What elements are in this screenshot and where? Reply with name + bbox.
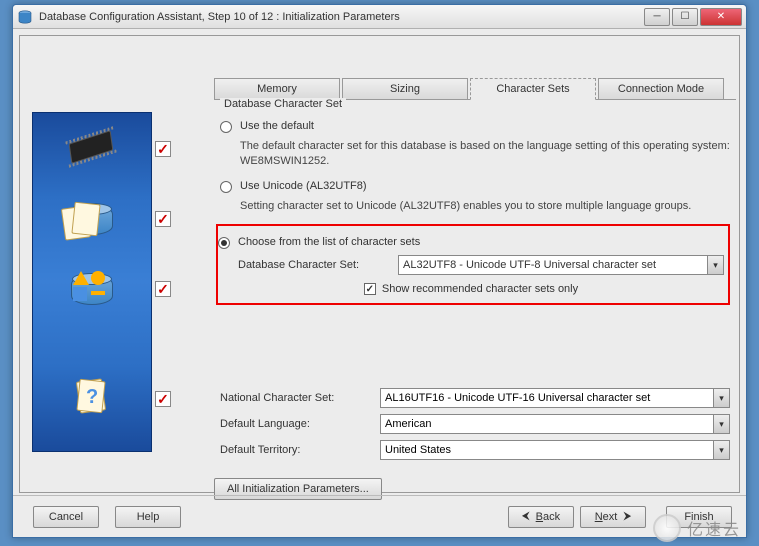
national-charset-label: National Character Set:: [220, 392, 380, 404]
side-step-storage: [33, 183, 151, 253]
app-icon: [17, 9, 33, 25]
wizard-footer: Cancel Help ⮜Back Next⮞ FFinish: [13, 495, 746, 537]
side-step-help: ?: [33, 363, 151, 433]
option-default[interactable]: Use the default: [220, 120, 730, 133]
chevron-down-icon[interactable]: [713, 441, 729, 459]
dbca-window: Database Configuration Assistant, Step 1…: [12, 4, 747, 538]
radio-choose[interactable]: [218, 237, 230, 249]
check-icon: [155, 141, 171, 157]
wizard-frame: ? Memory Sizing Character Sets Connectio…: [19, 35, 740, 493]
secondary-settings: National Character Set: AL16UTF16 - Unic…: [220, 382, 730, 466]
charset-panel: Use the default The default character se…: [220, 114, 730, 305]
option-unicode-desc: Setting character set to Unicode (AL32UT…: [240, 199, 730, 214]
radio-default[interactable]: [220, 121, 232, 133]
check-icon: [155, 391, 171, 407]
option-default-desc: The default character set for this datab…: [240, 139, 730, 170]
default-language-value: American: [385, 418, 431, 430]
option-unicode-label: Use Unicode (AL32UTF8): [240, 180, 730, 192]
side-step-options: [33, 253, 151, 323]
check-icon: [155, 281, 171, 297]
check-icon: [155, 211, 171, 227]
cancel-button[interactable]: Cancel: [33, 506, 99, 528]
option-choose-label: Choose from the list of character sets: [238, 236, 724, 248]
watermark-text: 亿速云: [687, 516, 741, 540]
fieldset-title: Database Character Set: [220, 98, 346, 110]
chevron-down-icon[interactable]: [713, 415, 729, 433]
default-language-label: Default Language:: [220, 418, 380, 430]
side-step-hardware: [33, 113, 151, 183]
option-default-label: Use the default: [240, 120, 730, 132]
tab-connection-mode[interactable]: Connection Mode: [598, 78, 724, 100]
help-button[interactable]: Help: [115, 506, 181, 528]
minimize-button[interactable]: ─: [644, 8, 670, 26]
highlight-box: Choose from the list of character sets D…: [216, 224, 730, 305]
next-button[interactable]: Next⮞: [580, 506, 646, 528]
client-area: ? Memory Sizing Character Sets Connectio…: [13, 29, 746, 537]
tab-character-sets[interactable]: Character Sets: [470, 78, 596, 100]
close-button[interactable]: ✕: [700, 8, 742, 26]
watermark: 亿速云: [653, 514, 741, 542]
default-language-combo[interactable]: American: [380, 414, 730, 434]
tab-memory[interactable]: Memory: [214, 78, 340, 100]
default-territory-value: United States: [385, 444, 451, 456]
chevron-down-icon[interactable]: [707, 256, 723, 274]
wizard-sidebar: ?: [32, 112, 152, 452]
watermark-icon: [653, 514, 681, 542]
db-charset-combo[interactable]: AL32UTF8 - Unicode UTF-8 Universal chara…: [398, 255, 724, 275]
titlebar[interactable]: Database Configuration Assistant, Step 1…: [13, 5, 746, 29]
default-territory-label: Default Territory:: [220, 444, 380, 456]
chevron-down-icon[interactable]: [713, 389, 729, 407]
tab-bar: Memory Sizing Character Sets Connection …: [214, 78, 724, 100]
radio-unicode[interactable]: [220, 181, 232, 193]
maximize-button[interactable]: ☐: [672, 8, 698, 26]
window-title: Database Configuration Assistant, Step 1…: [39, 11, 644, 23]
show-recommended-checkbox[interactable]: [364, 283, 376, 295]
option-choose[interactable]: Choose from the list of character sets: [218, 236, 724, 249]
db-charset-label: Database Character Set:: [238, 259, 398, 271]
option-unicode[interactable]: Use Unicode (AL32UTF8): [220, 180, 730, 193]
default-territory-combo[interactable]: United States: [380, 440, 730, 460]
back-button[interactable]: ⮜Back: [508, 506, 574, 528]
national-charset-value: AL16UTF16 - Unicode UTF-16 Universal cha…: [385, 392, 650, 404]
tab-sizing[interactable]: Sizing: [342, 78, 468, 100]
show-recommended-label: Show recommended character sets only: [382, 283, 578, 295]
national-charset-combo[interactable]: AL16UTF16 - Unicode UTF-16 Universal cha…: [380, 388, 730, 408]
db-charset-value: AL32UTF8 - Unicode UTF-8 Universal chara…: [403, 259, 656, 271]
